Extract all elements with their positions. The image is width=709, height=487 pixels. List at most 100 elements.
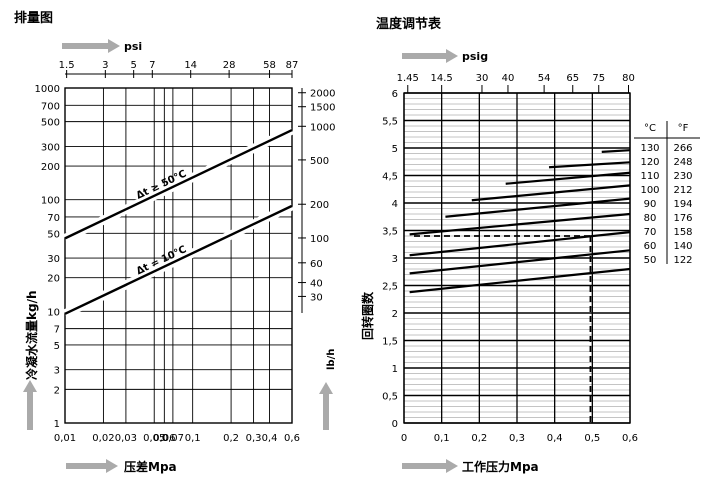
left-y-tick-label: 30 bbox=[47, 254, 60, 265]
left-right-tick-label: 500 bbox=[310, 156, 329, 167]
right-x-tick-label: 0,5 bbox=[584, 433, 600, 444]
x2-arrow-head-icon bbox=[446, 459, 458, 473]
left-chart-title: 排量图 bbox=[14, 10, 53, 26]
left-series-line bbox=[64, 128, 293, 240]
left-y-axis-label: 冷凝水流量kg/h bbox=[24, 291, 39, 381]
left-right-tick-label: 1000 bbox=[310, 122, 335, 133]
right-y-tick-label: 6 bbox=[392, 89, 398, 100]
left-top-tick-label: 7 bbox=[149, 60, 155, 71]
left-x-tick-label: 0,3 bbox=[246, 433, 262, 444]
left-x-tick-label: 0,03 bbox=[115, 433, 137, 444]
right-series-line bbox=[409, 267, 631, 294]
left-top-tick-label: 28 bbox=[223, 60, 236, 71]
left-x-tick-label: 0,02 bbox=[92, 433, 114, 444]
left-y-tick-label: 7 bbox=[54, 325, 60, 336]
table-cell-f: 212 bbox=[673, 185, 692, 196]
left-y-tick-label: 50 bbox=[47, 229, 60, 240]
right-x-tick-label: 0,6 bbox=[622, 433, 638, 444]
left-x-tick-label: 0,05 bbox=[143, 433, 165, 444]
left-top-tick-label: 58 bbox=[263, 60, 276, 71]
right-y-axis-label: 回转圈数 bbox=[360, 291, 375, 340]
up-arrow-right-head-icon bbox=[319, 382, 333, 394]
right-grid bbox=[403, 92, 631, 424]
table-cell-f: 158 bbox=[673, 227, 692, 238]
left-x-tick-label: 0,01 bbox=[54, 433, 76, 444]
right-y-tick-label: 2,5 bbox=[382, 282, 398, 293]
left-series: Δt ≥ 50°CΔt = 10°C bbox=[63, 126, 294, 318]
left-right-tick-label: 2000 bbox=[310, 89, 335, 100]
left-y-tick-label: 1000 bbox=[35, 84, 60, 95]
up-arrow-left-head-icon bbox=[23, 380, 37, 392]
right-y-tick-label: 5 bbox=[392, 144, 398, 155]
left-right-tick-label: 100 bbox=[310, 234, 329, 245]
left-top-tick-label: 5 bbox=[130, 60, 136, 71]
right-series-line bbox=[409, 231, 631, 257]
right-y-tick-label: 5,5 bbox=[382, 117, 398, 128]
left-x-tick-label: 0,6 bbox=[284, 433, 300, 444]
left-top-tick-label: 1.5 bbox=[59, 60, 75, 71]
right-x-tick-label: 0,4 bbox=[547, 433, 563, 444]
right-plot-frame bbox=[403, 92, 631, 424]
table-cell-c: 130 bbox=[640, 143, 659, 154]
left-x-tick-label: 0,1 bbox=[185, 433, 201, 444]
right-series-line bbox=[445, 197, 631, 218]
right-y-tick-label: 1 bbox=[392, 364, 398, 375]
left-right-tick-label: 60 bbox=[310, 259, 323, 270]
left-y-tick-label: 200 bbox=[41, 162, 60, 173]
left-y-tick-label: 3 bbox=[54, 366, 60, 377]
table-cell-c: 70 bbox=[644, 227, 657, 238]
left-y-tick-label: 20 bbox=[47, 274, 60, 285]
table-cell-c: 90 bbox=[644, 199, 657, 210]
left-x-tick-label: 0,4 bbox=[262, 433, 278, 444]
right-series-line bbox=[505, 171, 631, 185]
right-x-tick-label: 0,1 bbox=[434, 433, 450, 444]
left-top-tick-label: 14 bbox=[184, 60, 197, 71]
left-right-tick-label: 1500 bbox=[310, 103, 335, 114]
right-x-tick-label: 0,2 bbox=[471, 433, 487, 444]
right-top-axis-label: psig bbox=[462, 50, 488, 63]
table-cell-c: 80 bbox=[644, 213, 657, 224]
table-cell-c: 100 bbox=[640, 185, 659, 196]
right-series-line bbox=[409, 212, 631, 236]
right-axis-label: lb/h bbox=[326, 349, 337, 370]
top-axis-label: psi bbox=[124, 40, 142, 53]
left-ticks: 0,01 0,02 0,03 0,050,060,07 0,1 0,2 0,3 0,4 0,6 1… bbox=[35, 60, 336, 444]
psi-arrow-head-icon bbox=[108, 39, 120, 53]
table-cell-f: 122 bbox=[673, 255, 692, 266]
right-series bbox=[409, 149, 631, 423]
left-y-tick-label: 1 bbox=[54, 419, 60, 430]
right-top-tick-label: 30 bbox=[476, 73, 489, 84]
right-y-tick-label: 0,5 bbox=[382, 392, 398, 403]
right-top-tick-label: 54 bbox=[538, 73, 551, 84]
left-x-tick-label: 0,07 bbox=[162, 433, 184, 444]
right-chart-title: 温度调节表 bbox=[376, 16, 442, 32]
right-y-tick-label: 3 bbox=[392, 254, 398, 265]
right-series-line bbox=[471, 184, 631, 202]
left-right-tick-label: 40 bbox=[310, 279, 323, 290]
right-top-tick-label: 65 bbox=[566, 73, 579, 84]
psig-arrow-head-icon bbox=[446, 49, 458, 63]
left-right-tick-label: 30 bbox=[310, 292, 323, 303]
left-x-axis-label: 压差Mpa bbox=[124, 459, 177, 474]
left-y-tick-label: 100 bbox=[41, 196, 60, 207]
left-y-tick-label: 700 bbox=[41, 101, 60, 112]
table-cell-c: 120 bbox=[640, 157, 659, 168]
left-right-tick-label: 200 bbox=[310, 200, 329, 211]
left-top-tick-label: 87 bbox=[286, 60, 299, 71]
table-cell-f: 140 bbox=[673, 241, 692, 252]
x-arrow-head-icon bbox=[106, 459, 118, 473]
right-top-tick-label: 75 bbox=[592, 73, 605, 84]
table-cell-f: 248 bbox=[673, 157, 692, 168]
temperature-table: °C °F 130 266 120 248 110 230 100 212 90 194 80 176 70… bbox=[634, 121, 700, 266]
left-y-tick-label: 70 bbox=[47, 213, 60, 224]
right-series-line bbox=[548, 161, 631, 169]
right-y-tick-label: 4 bbox=[392, 199, 398, 210]
right-y-tick-label: 4,5 bbox=[382, 172, 398, 183]
right-top-tick-label: 80 bbox=[622, 73, 635, 84]
right-y-tick-label: 0 bbox=[392, 419, 398, 430]
table-cell-c: 110 bbox=[640, 171, 659, 182]
right-series-line bbox=[601, 149, 631, 153]
table-cell-c: 60 bbox=[644, 241, 657, 252]
left-x-tick-label: 0,2 bbox=[223, 433, 239, 444]
